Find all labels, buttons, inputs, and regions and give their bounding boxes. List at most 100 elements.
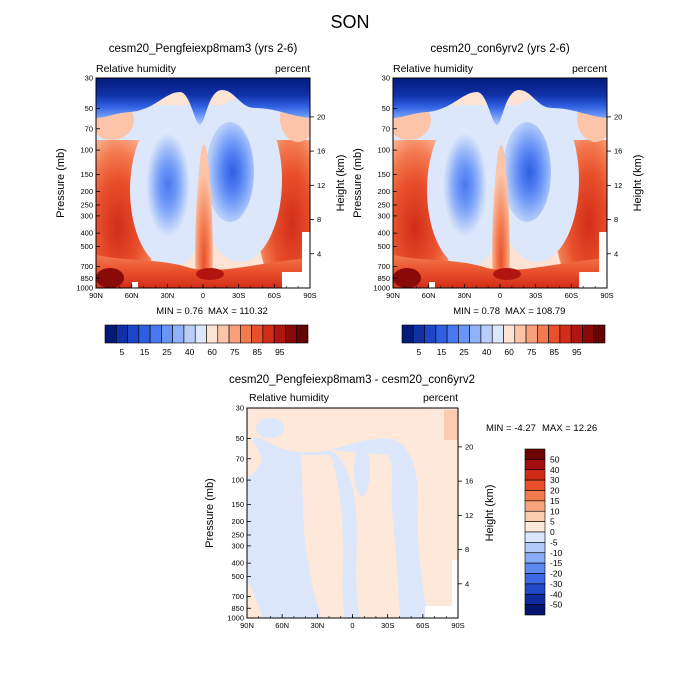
y-tick-label: 250 bbox=[80, 201, 93, 210]
colorbar-label: 50 bbox=[550, 454, 560, 464]
y-right-tick-label: 4 bbox=[317, 249, 321, 258]
y-tick-label: 850 bbox=[231, 604, 244, 613]
colorbar-label: 40 bbox=[185, 347, 195, 357]
colorbar-box bbox=[285, 324, 298, 344]
panel-2-axes: 90N 60N 30N 0 30S 60S 90S 30 50 70 100 150 200 250300… bbox=[373, 74, 622, 300]
colorbar-box bbox=[524, 479, 546, 491]
y-tick-label: 30 bbox=[85, 74, 93, 83]
colorbar-box bbox=[296, 324, 309, 344]
colorbar-box bbox=[194, 324, 207, 344]
colorbar-box bbox=[469, 324, 482, 344]
colorbar-box bbox=[262, 324, 275, 344]
panel-2-colorbar: 5 15 25 40 60 75 85 95 bbox=[401, 324, 606, 357]
panel-2-max: MAX = 108.79 bbox=[505, 306, 565, 317]
colorbar-box bbox=[524, 573, 546, 585]
y-tick-label: 400 bbox=[231, 559, 244, 568]
y-right-tick-label: 4 bbox=[465, 579, 469, 588]
x-tick-label: 30S bbox=[529, 291, 542, 300]
colorbar-label: 15 bbox=[550, 496, 560, 506]
y-right-tick-label: 8 bbox=[317, 215, 321, 224]
colorbar-box bbox=[273, 324, 286, 344]
panel-3-title: cesm20_Pengfeiexp8mam3 - cesm20_con6yrv2 bbox=[229, 374, 475, 386]
y-tick-label: 200 bbox=[377, 187, 390, 196]
colorbar-box bbox=[228, 324, 241, 344]
y-tick-label: 250 bbox=[231, 531, 244, 540]
colorbar-label: 95 bbox=[275, 347, 285, 357]
y-tick-label: 30 bbox=[382, 74, 390, 83]
panel-3-ylabel-right: Height (km) bbox=[484, 485, 496, 542]
colorbar-box bbox=[524, 531, 546, 543]
colorbar-box bbox=[524, 469, 546, 481]
colorbar-box bbox=[138, 324, 151, 344]
colorbar-label: 5 bbox=[550, 517, 555, 527]
colorbar-box bbox=[104, 324, 117, 344]
x-tick-label: 60N bbox=[422, 291, 436, 300]
panel-1-max: MAX = 110.32 bbox=[208, 306, 268, 317]
y-tick-label: 300 bbox=[231, 541, 244, 550]
colorbar-label: -15 bbox=[550, 558, 563, 568]
y-right-tick-label: 12 bbox=[317, 181, 325, 190]
y-tick-label: 500 bbox=[80, 242, 93, 251]
colorbar-box bbox=[524, 604, 546, 616]
colorbar-box bbox=[127, 324, 140, 344]
colorbar-label: 40 bbox=[482, 347, 492, 357]
colorbar-box bbox=[525, 324, 538, 344]
y-tick-label: 100 bbox=[80, 146, 93, 155]
colorbar-label: -50 bbox=[550, 600, 563, 610]
colorbar-box bbox=[524, 542, 546, 554]
colorbar-box bbox=[172, 324, 185, 344]
panel-2: cesm20_con6yrv2 (yrs 2-6) Relative humid… bbox=[352, 43, 644, 357]
panel-2-left-string: Relative humidity bbox=[393, 63, 474, 75]
colorbar-label: 60 bbox=[207, 347, 217, 357]
colorbar-box bbox=[548, 324, 561, 344]
y-right-tick-label: 16 bbox=[614, 147, 622, 156]
colorbar-label: 85 bbox=[550, 347, 560, 357]
y-tick-label: 1000 bbox=[76, 284, 93, 293]
panel-2-title: cesm20_con6yrv2 (yrs 2-6) bbox=[430, 43, 569, 55]
colorbar-label: -5 bbox=[550, 537, 558, 547]
panel-1-field bbox=[96, 78, 310, 288]
y-tick-label: 100 bbox=[231, 476, 244, 485]
colorbar-label: 75 bbox=[230, 347, 240, 357]
y-tick-label: 700 bbox=[231, 592, 244, 601]
colorbar-box bbox=[524, 583, 546, 595]
colorbar-box bbox=[240, 324, 252, 344]
y-tick-label: 70 bbox=[382, 124, 390, 133]
colorbar-box bbox=[524, 521, 546, 533]
panel-1-min: MIN = 0.76 bbox=[156, 306, 203, 317]
colorbar-label: 25 bbox=[162, 347, 172, 357]
colorbar-label: 15 bbox=[140, 347, 150, 357]
colorbar-box bbox=[458, 324, 470, 344]
y-tick-label: 1000 bbox=[227, 614, 244, 623]
y-right-tick-label: 16 bbox=[465, 477, 473, 486]
y-right-tick-label: 20 bbox=[465, 442, 473, 451]
y-tick-label: 200 bbox=[231, 517, 244, 526]
colorbar-box bbox=[524, 510, 546, 522]
colorbar-label: 95 bbox=[572, 347, 582, 357]
colorbar-box bbox=[524, 490, 546, 502]
colorbar-box bbox=[559, 324, 572, 344]
panel-1: cesm20_Pengfeiexp8mam3 (yrs 2-6) Relativ… bbox=[55, 43, 347, 357]
panel-1-title: cesm20_Pengfeiexp8mam3 (yrs 2-6) bbox=[109, 43, 298, 55]
colorbar-box bbox=[524, 459, 546, 471]
y-tick-label: 850 bbox=[80, 274, 93, 283]
panel-3-ylabel: Pressure (mb) bbox=[204, 478, 216, 548]
x-tick-label: 30S bbox=[232, 291, 245, 300]
y-tick-label: 700 bbox=[80, 262, 93, 271]
y-tick-label: 50 bbox=[85, 104, 93, 113]
colorbar-box bbox=[480, 324, 493, 344]
colorbar-label: -10 bbox=[550, 548, 563, 558]
colorbar-label: 30 bbox=[550, 475, 560, 485]
y-tick-label: 300 bbox=[80, 211, 93, 220]
colorbar-box bbox=[115, 324, 128, 344]
figure-title: SON bbox=[330, 12, 369, 32]
panel-2-min: MIN = 0.78 bbox=[453, 306, 500, 317]
colorbar-box bbox=[524, 593, 546, 605]
colorbar-box bbox=[593, 324, 606, 344]
y-right-tick-label: 8 bbox=[614, 215, 618, 224]
colorbar-label: 5 bbox=[417, 347, 422, 357]
colorbar-box bbox=[524, 500, 546, 512]
colorbar-label: 85 bbox=[253, 347, 263, 357]
